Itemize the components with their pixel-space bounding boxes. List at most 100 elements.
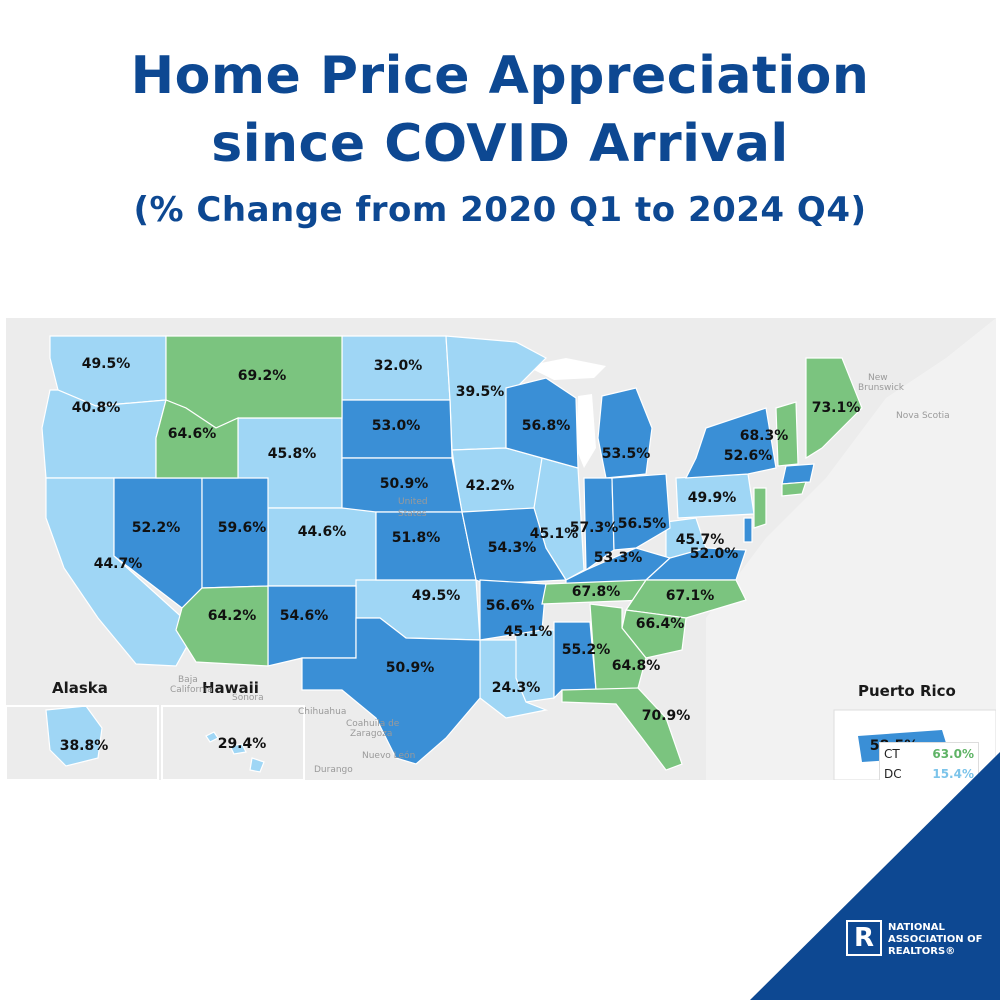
state-al [553, 621, 597, 700]
state-wi [505, 377, 579, 469]
legend-row-dc: DC 15.4% [884, 765, 974, 781]
state-value-wy: 45.8% [268, 446, 317, 462]
state-az [175, 585, 269, 667]
state-value-tx: 50.9% [386, 660, 435, 676]
nar-line-1: NATIONAL [888, 922, 945, 933]
state-value-va: 52.0% [690, 546, 739, 562]
state-value-ak: 38.8% [60, 738, 109, 754]
legend-abbr: DC [884, 766, 902, 781]
state-value-sd: 53.0% [372, 418, 421, 434]
puerto-rico-label: Puerto Rico [858, 682, 956, 700]
state-value-la: 24.3% [492, 680, 541, 696]
hawaii-label: Hawaii [202, 679, 259, 697]
state-hi-2 [229, 743, 247, 755]
place-nuevo-leon: Nuevo León [362, 750, 415, 761]
state-ny [684, 407, 777, 479]
state-la [475, 639, 549, 719]
state-value-in: 57.3% [570, 520, 619, 536]
state-value-ga: 64.8% [612, 658, 661, 674]
state-value-co: 44.6% [298, 524, 347, 540]
state-value-sc: 66.4% [636, 616, 685, 632]
state-value-ky: 53.3% [594, 550, 643, 566]
state-hi-3 [249, 757, 265, 773]
place-united-2: States [398, 509, 427, 519]
nar-line-3: REALTORS® [888, 946, 956, 957]
state-value-ne: 50.9% [380, 476, 429, 492]
state-value-pa: 49.9% [688, 490, 737, 506]
page-title-line-2: since COVID Arrival [211, 114, 789, 174]
state-co [267, 507, 377, 587]
state-hi-1 [205, 731, 219, 743]
state-value-nm: 54.6% [280, 608, 329, 624]
state-de [743, 517, 753, 543]
state-ak [45, 705, 103, 767]
state-value-oh: 56.5% [618, 516, 667, 532]
state-value-nd: 32.0% [374, 358, 423, 374]
state-value-al: 55.2% [562, 642, 611, 658]
state-sc [621, 609, 687, 659]
state-nj [753, 487, 767, 529]
state-nc [624, 579, 747, 619]
state-nm [267, 585, 357, 667]
state-ct [781, 481, 807, 497]
state-value-id: 64.6% [168, 426, 217, 442]
state-value-ks: 51.8% [392, 530, 441, 546]
state-value-fl: 70.9% [642, 708, 691, 724]
state-value-mn: 39.5% [456, 384, 505, 400]
state-value-wv: 45.7% [676, 532, 725, 548]
us-map: Alaska Hawaii Puerto Rico New Brunswick … [6, 318, 996, 780]
state-me [805, 357, 863, 460]
state-value-or: 40.8% [72, 400, 121, 416]
page-subtitle: (% Change from 2020 Q1 to 2024 Q4) [133, 190, 867, 230]
state-value-ca: 44.7% [94, 556, 143, 572]
place-united-1: United [398, 497, 428, 507]
state-value-ms: 45.1% [504, 624, 553, 640]
legend-value: 63.0% [932, 747, 974, 761]
state-value-ny: 52.6% [724, 448, 773, 464]
state-value-ut: 59.6% [218, 520, 267, 536]
state-value-hi: 29.4% [218, 736, 267, 752]
place-baja-1: Baja [178, 675, 198, 685]
nar-wordmark: NATIONAL ASSOCIATION OF REALTORS® [888, 922, 998, 958]
state-value-ar: 56.6% [486, 598, 535, 614]
place-coahuila-2: Zaragoza [350, 729, 392, 739]
state-oh [611, 473, 671, 551]
place-baja-2: California [170, 685, 213, 695]
state-value-nv: 52.2% [132, 520, 181, 536]
place-sonora: Sonora [232, 693, 264, 703]
state-tx [301, 617, 481, 765]
place-new-brunswick-2: Brunswick [858, 383, 905, 393]
place-chihuahua: Chihuahua [298, 707, 346, 717]
legend-abbr: CT [884, 747, 900, 761]
place-durango: Durango [314, 765, 353, 775]
state-va [644, 547, 747, 581]
atlantic-coast [706, 318, 996, 780]
state-value-tn: 67.8% [572, 584, 621, 600]
legend-value: 15.4% [932, 766, 974, 781]
state-value-mi: 53.5% [602, 446, 651, 462]
state-value-mt: 69.2% [238, 368, 287, 384]
lake-superior [526, 358, 606, 380]
alaska-inset-frame [6, 705, 159, 780]
value-labels: 49.5% 69.2% 32.0% 39.5% 40.8% 64.6% 45.8% 53.0%… [60, 356, 919, 754]
state-value-il: 45.1% [530, 526, 579, 542]
state-ar [479, 579, 547, 641]
state-value-vt: 68.3% [740, 428, 789, 444]
state-vt [775, 401, 799, 467]
state-fl [561, 687, 683, 771]
state-ma [781, 463, 815, 485]
state-value-me: 73.1% [812, 400, 861, 416]
lake-michigan [576, 394, 596, 468]
map-svg: Alaska Hawaii Puerto Rico New Brunswick … [6, 318, 996, 780]
state-value-ok: 49.5% [412, 588, 461, 604]
alaska-label: Alaska [52, 679, 108, 697]
place-new-brunswick-1: New [868, 373, 888, 383]
legend-row-ct: CT 63.0% [884, 745, 974, 765]
place-coahuila-1: Coahuila de [346, 719, 400, 729]
page-title: Home Price Appreciation [130, 46, 870, 106]
hawaii-inset-frame [161, 705, 305, 780]
state-mi [597, 387, 653, 479]
state-id [155, 399, 239, 479]
state-value-wi: 56.8% [522, 418, 571, 434]
